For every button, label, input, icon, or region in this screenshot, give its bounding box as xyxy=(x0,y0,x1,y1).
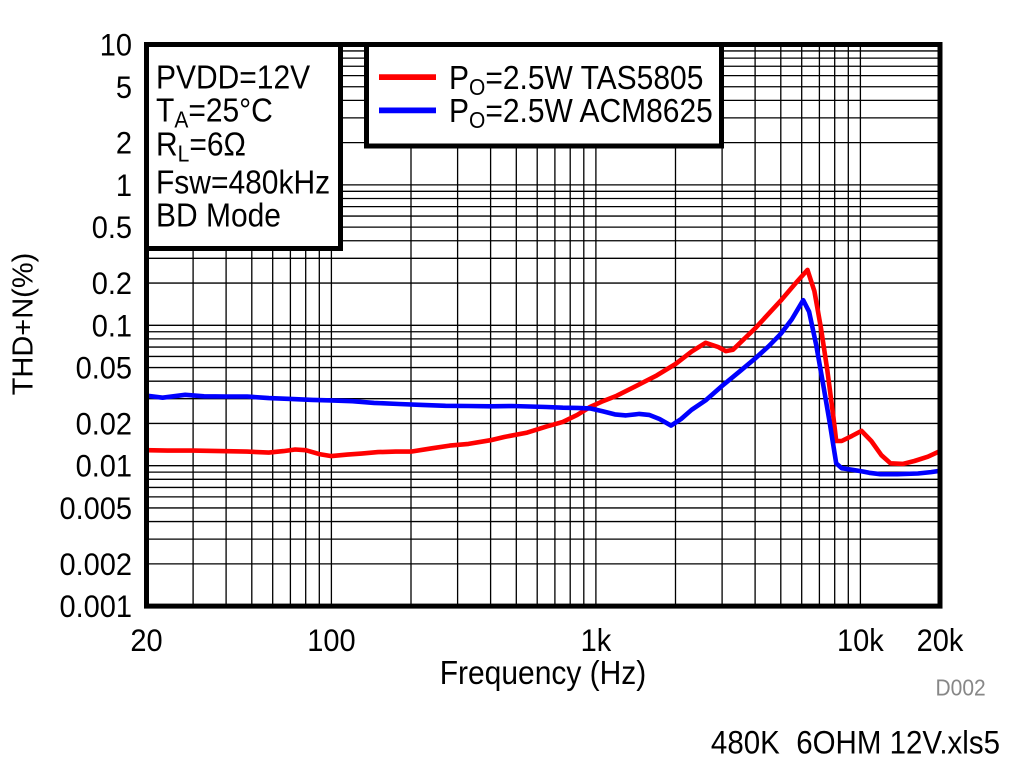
svg-text:20k: 20k xyxy=(917,623,964,659)
svg-text:2: 2 xyxy=(116,125,132,161)
svg-text:0.02: 0.02 xyxy=(76,406,132,442)
svg-text:Frequency (Hz): Frequency (Hz) xyxy=(440,654,647,692)
svg-text:PVDD=12V: PVDD=12V xyxy=(156,58,310,96)
svg-text:20: 20 xyxy=(130,623,162,659)
svg-text:1k: 1k xyxy=(581,623,612,659)
svg-text:PO=2.5W TAS5805: PO=2.5W TAS5805 xyxy=(449,59,703,101)
svg-text:0.005: 0.005 xyxy=(59,491,132,527)
svg-text:5: 5 xyxy=(116,70,132,106)
svg-text:D002: D002 xyxy=(936,674,986,700)
svg-text:0.2: 0.2 xyxy=(92,266,132,302)
svg-text:THD+N(%): THD+N(%) xyxy=(8,253,40,396)
svg-text:10k: 10k xyxy=(837,623,884,659)
svg-text:0.05: 0.05 xyxy=(76,350,132,386)
svg-text:BD Mode: BD Mode xyxy=(156,196,281,234)
svg-text:PO=2.5W ACM8625: PO=2.5W ACM8625 xyxy=(449,92,713,134)
svg-text:0.5: 0.5 xyxy=(92,210,132,246)
svg-text:Fsw=480kHz: Fsw=480kHz xyxy=(156,163,330,201)
svg-text:0.1: 0.1 xyxy=(92,308,132,344)
svg-text:10: 10 xyxy=(100,27,132,63)
svg-text:0.01: 0.01 xyxy=(76,448,132,484)
svg-text:0.002: 0.002 xyxy=(59,547,132,583)
svg-text:0.001: 0.001 xyxy=(59,589,132,625)
svg-text:480K 6OHM 12V.xls5: 480K 6OHM 12V.xls5 xyxy=(711,724,1000,761)
svg-text:1: 1 xyxy=(116,168,132,204)
svg-text:RL=6Ω: RL=6Ω xyxy=(156,125,246,167)
svg-text:100: 100 xyxy=(307,623,355,659)
